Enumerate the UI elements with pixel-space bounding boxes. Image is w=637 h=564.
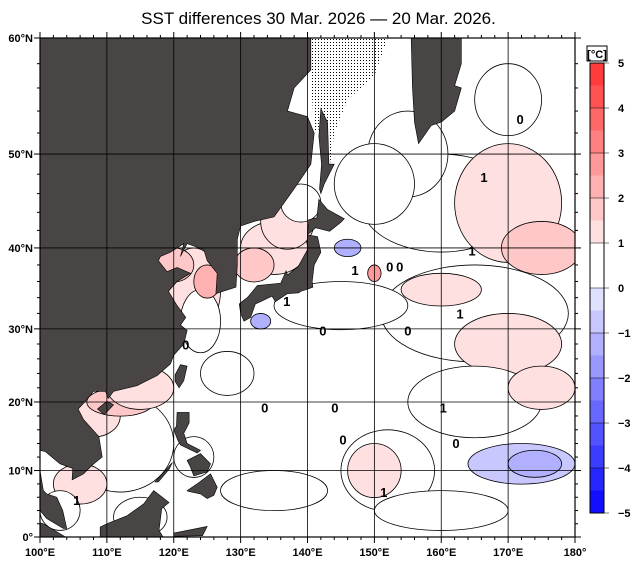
contour-label: 0 [319,323,326,338]
land-sakhalin [318,107,335,195]
colorbar-bin [590,445,604,469]
contour-label: 0 [182,338,189,353]
lon-label: 160°E [426,547,456,559]
colorbar-bin [590,108,604,131]
colorbar-tick-label: −2 [618,373,631,385]
contour-label: 1 [480,170,487,185]
contour-label: 1 [468,244,475,259]
colorbar-tick-label: 4 [618,103,625,115]
colorbar-tick-label: 0 [618,283,624,295]
colorbar-tick-label: −1 [618,328,631,340]
colorbar-bin [590,220,604,244]
colorbar-bin [590,63,604,86]
land-mindanao [186,473,218,499]
contour-label: 1 [380,485,387,500]
lon-label: 150°E [359,547,389,559]
colorbar-bin [590,333,604,356]
land-palawan [154,462,173,483]
land-hokkaido [307,198,345,236]
lat-label: 10°N [8,466,33,478]
land-borneo [99,490,170,537]
land-hainan [97,400,115,415]
colorbar-bin [590,130,604,154]
contour-label: 0 [261,401,268,416]
contour-label: 1 [73,493,80,508]
colorbar-tick-label: 2 [618,193,624,205]
lon-label: 130°E [226,547,256,559]
colorbar-bin [590,265,604,289]
land-taiwan [174,364,188,389]
colorbar-unit: [°C] [587,49,607,61]
colorbar-bin [590,175,604,199]
contour-label: 0 [517,112,524,127]
contour-label: 0 [396,260,403,275]
lon-label: 140°E [292,547,322,559]
lon-label: 170°E [493,547,523,559]
colorbar-bin [590,153,604,176]
lon-label: 100°E [25,547,55,559]
sst-anomaly-patch [250,313,272,330]
colorbar-tick-label: −5 [618,508,631,520]
land-kamchatka [410,38,462,145]
lon-label: 120°E [159,547,189,559]
land-luzon [173,412,202,454]
colorbar-bin [590,288,604,311]
land-honshu-kyushu [238,234,322,322]
colorbar-tick-label: 5 [618,58,624,70]
lat-label: 60°N [8,33,33,45]
sst-anomaly-patch [507,449,563,478]
colorbar-bin [590,355,604,379]
map-title: SST differences 30 Mar. 2026 — 20 Mar. 2… [141,9,496,28]
contour-label: 1 [440,401,447,416]
sea-ice [310,38,388,185]
sst-anomaly-patch [233,247,275,283]
colorbar-tick-label: −4 [618,463,631,475]
colorbar-bin [590,310,604,334]
lat-label: 50°N [8,149,33,161]
graticule [40,38,575,537]
colorbar-bin [590,378,604,401]
contour-label: 1 [456,306,463,321]
colorbar-bin [590,85,604,109]
colorbar-bin [590,243,604,266]
contour-label: 0 [339,432,346,447]
lat-label: 20°N [8,397,33,409]
colorbar-tick-label: −3 [618,418,631,430]
colorbar-bin [590,423,604,446]
colorbar: 5 4 3 2 1 0 −1 −2 −3 −4 −5 [°C] [586,45,631,520]
lat-label: 40°N [8,243,33,255]
lat-label: 0° [22,532,33,544]
sst-anomaly-patch [507,365,575,410]
contour-label: 1 [351,263,358,278]
colorbar-bin [590,468,604,491]
land-sumatra [40,522,66,537]
contour-label: 0 [386,260,393,275]
axes: 100°E 110°E 120°E 130°E 140°E 150°E 160°E 170°E… [8,32,586,559]
colorbar-bin [590,198,604,221]
contour-label: 0 [404,323,411,338]
contour-label: 1 [283,294,290,309]
contour-label: 0 [452,436,459,451]
colorbar-tick-label: 3 [618,148,624,160]
colorbar-bin [590,400,604,424]
lon-label: 180° [564,547,587,559]
colorbar-bin [590,490,604,514]
lat-label: 30°N [8,324,33,336]
sst-anomaly-patch [200,351,255,396]
land-asia-mainland [40,38,315,529]
sst-anomaly-patch [220,470,328,512]
contour-label: 0 [331,401,338,416]
lon-label: 110°E [92,547,121,559]
colorbar-tick-label: 1 [618,238,624,250]
land-mask [40,38,462,537]
colorbar-unit-box [586,45,608,62]
